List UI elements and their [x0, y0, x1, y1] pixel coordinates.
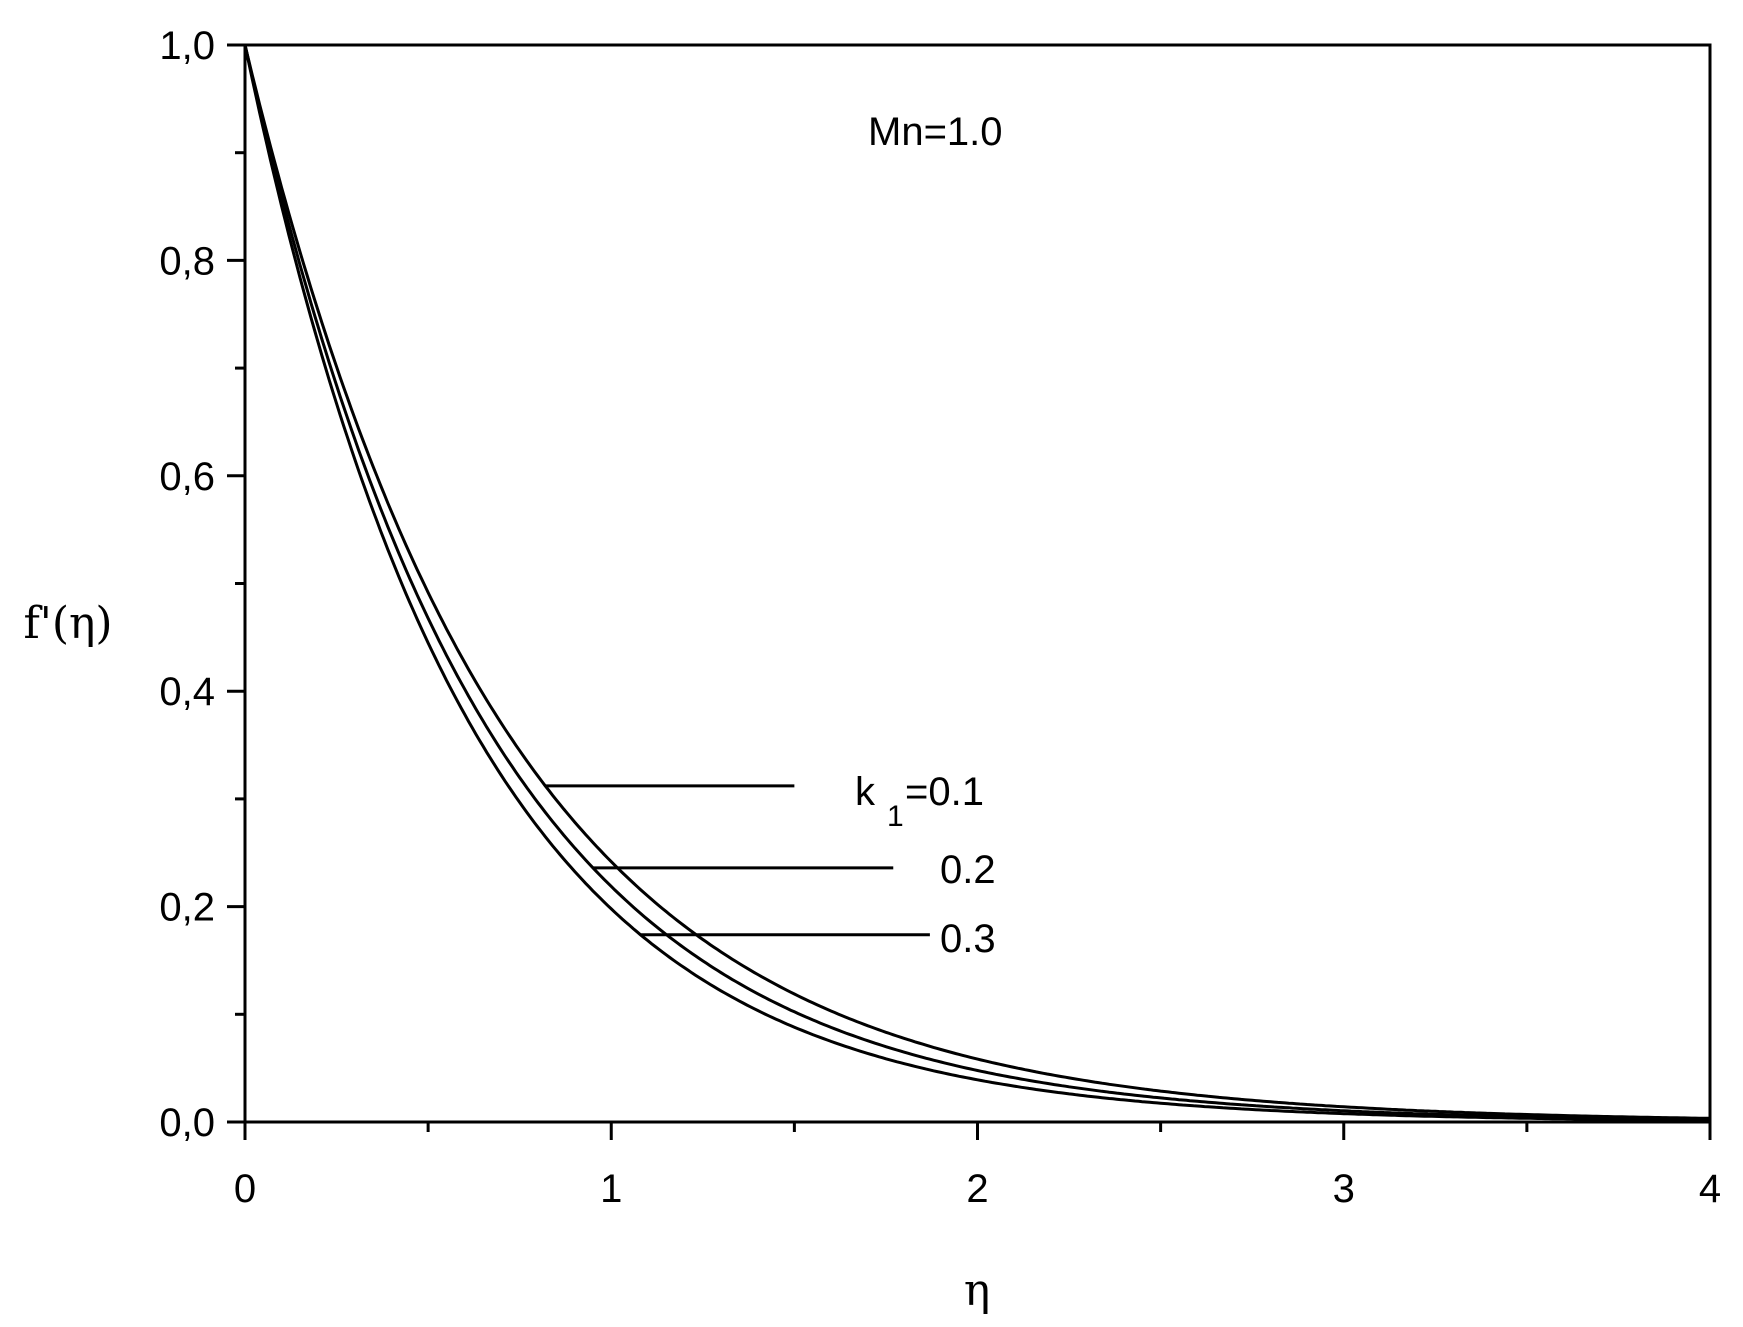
- legend-label-0.1: =0.1: [905, 770, 984, 814]
- y-axis-title: f'(η): [23, 598, 112, 649]
- x-tick-label: 0: [234, 1167, 256, 1211]
- x-tick-label: 2: [966, 1167, 988, 1211]
- y-tick-label: 0,0: [159, 1101, 215, 1145]
- x-tick-label: 1: [600, 1167, 622, 1211]
- legend-k-subscript: 1: [887, 800, 904, 833]
- x-tick-label: 4: [1699, 1167, 1721, 1211]
- y-axis-ticks: 0,0 0,2 0,4 0,6 0,8 1,0: [159, 24, 245, 1145]
- y-tick-label: 0,4: [159, 670, 215, 714]
- y-tick-label: 1,0: [159, 24, 215, 68]
- series-lines: [243, 44, 1710, 1122]
- x-tick-label: 3: [1333, 1167, 1355, 1211]
- legend-k-symbol: k: [855, 770, 876, 814]
- y-tick-label: 0,8: [159, 239, 215, 283]
- series-line-k1-0.3: [243, 44, 1710, 1122]
- y-tick-label: 0,2: [159, 886, 215, 930]
- annotation-mn: Mn=1.0: [868, 110, 1003, 154]
- legend-label-0.3: 0.3: [940, 917, 996, 961]
- legend-label-0.2: 0.2: [940, 848, 996, 892]
- y-tick-label: 0,6: [159, 455, 215, 499]
- leader-lines: [545, 784, 930, 937]
- x-axis-title: η: [964, 1265, 990, 1316]
- series-line-k1-0.2: [243, 44, 1710, 1121]
- x-axis-ticks: 0 1 2 3 4: [234, 1122, 1721, 1211]
- series-line-k1-0.1: [243, 44, 1710, 1120]
